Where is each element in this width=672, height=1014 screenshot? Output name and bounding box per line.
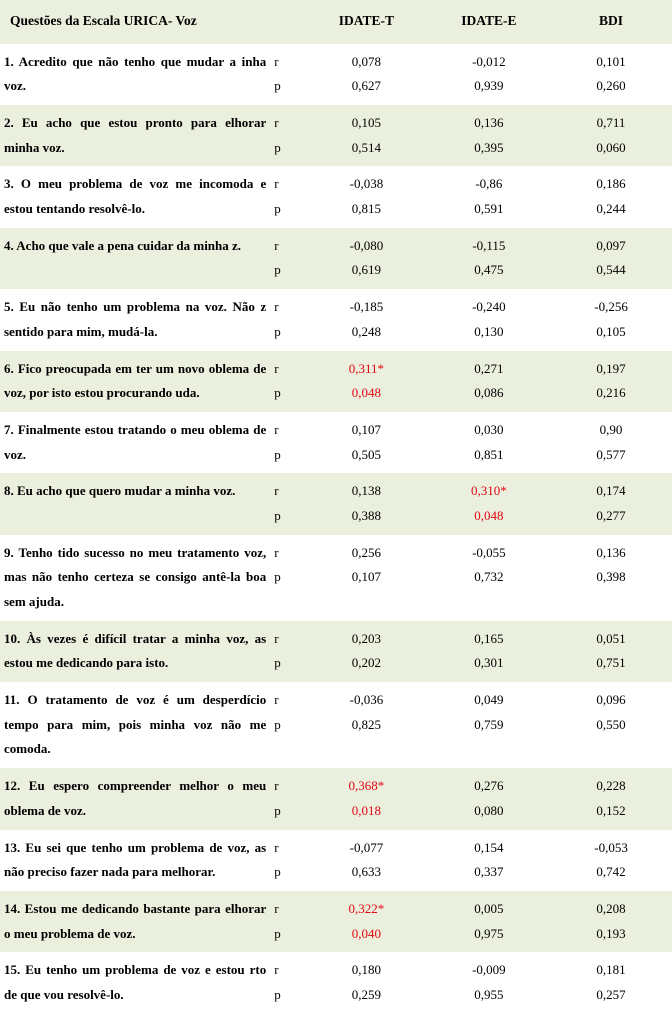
value-cell: -0,0120,939	[428, 44, 550, 105]
value-cell: 0,0300,851	[428, 412, 550, 473]
table-row: 4. Acho que vale a pena cuidar da minha …	[0, 228, 672, 289]
value-cell: -0,860,591	[428, 166, 550, 227]
value-cell: 0,368*0,018	[305, 768, 427, 829]
value-cell: 0,1650,301	[428, 621, 550, 682]
table-header-row: Questões da Escala URICA- Voz IDATE-T ID…	[0, 0, 672, 44]
table-row: 6. Fico preocupada em ter um novo oblema…	[0, 351, 672, 412]
value-cell: 0,322*0,040	[305, 891, 427, 952]
question-cell: 11. O tratamento de voz é um desperdício…	[0, 682, 270, 768]
stat-label-cell: rp	[270, 682, 305, 768]
value-cell: -0,0380,815	[305, 166, 427, 227]
stat-label-cell: rp	[270, 412, 305, 473]
question-cell: 4. Acho que vale a pena cuidar da minha …	[0, 228, 270, 289]
value-cell: 0,0490,759	[428, 682, 550, 768]
header-idate-e: IDATE-E	[428, 0, 550, 44]
value-cell: 0,2280,152	[550, 768, 672, 829]
value-cell: 0,1540,337	[428, 830, 550, 891]
value-cell: 0,0780,627	[305, 44, 427, 105]
question-cell: 14. Estou me dedicando bastante para elh…	[0, 891, 270, 952]
stat-label-cell: rp	[270, 535, 305, 621]
value-cell: -0,2560,105	[550, 289, 672, 350]
table-row: 8. Eu acho que quero mudar a minha voz.r…	[0, 473, 672, 534]
table-row: 1. Acredito que não tenho que mudar a in…	[0, 44, 672, 105]
value-cell: 0,1360,398	[550, 535, 672, 621]
question-cell: 3. O meu problema de voz me incomoda e e…	[0, 166, 270, 227]
value-cell: 0,0050,975	[428, 891, 550, 952]
question-cell: 9. Tenho tido sucesso no meu tratamento …	[0, 535, 270, 621]
table-row: 2. Eu acho que estou pronto para elhorar…	[0, 105, 672, 166]
value-cell: 0,7110,060	[550, 105, 672, 166]
question-cell: 10. Às vezes é difícil tratar a minha vo…	[0, 621, 270, 682]
value-cell: 0,1050,514	[305, 105, 427, 166]
stat-label-cell: rp	[270, 891, 305, 952]
question-cell: 1. Acredito que não tenho que mudar a in…	[0, 44, 270, 105]
value-cell: 0,1010,260	[550, 44, 672, 105]
value-cell: 0,2560,107	[305, 535, 427, 621]
value-cell: -0,1150,475	[428, 228, 550, 289]
value-cell: 0,2710,086	[428, 351, 550, 412]
stat-label-cell: rp	[270, 289, 305, 350]
table-row: 7. Finalmente estou tratando o meu oblem…	[0, 412, 672, 473]
question-cell: 15. Eu tenho um problema de voz e estou …	[0, 952, 270, 1013]
value-cell: 0,1740,277	[550, 473, 672, 534]
table-row: 15. Eu tenho um problema de voz e estou …	[0, 952, 672, 1013]
value-cell: 0,2760,080	[428, 768, 550, 829]
table-row: 12. Eu espero compreender melhor o meu o…	[0, 768, 672, 829]
value-cell: 0,310*0,048	[428, 473, 550, 534]
header-idate-t: IDATE-T	[305, 0, 427, 44]
stat-label-cell: rp	[270, 952, 305, 1013]
stat-label-cell: rp	[270, 621, 305, 682]
value-cell: 0,900,577	[550, 412, 672, 473]
value-cell: -0,0800,619	[305, 228, 427, 289]
value-cell: -0,1850,248	[305, 289, 427, 350]
value-cell: 0,1860,244	[550, 166, 672, 227]
value-cell: -0,0550,732	[428, 535, 550, 621]
stat-label-cell: rp	[270, 44, 305, 105]
table-row: 13. Eu sei que tenho um problema de voz,…	[0, 830, 672, 891]
question-cell: 5. Eu não tenho um problema na voz. Não …	[0, 289, 270, 350]
value-cell: 0,2030,202	[305, 621, 427, 682]
question-cell: 6. Fico preocupada em ter um novo oblema…	[0, 351, 270, 412]
value-cell: 0,311*0,048	[305, 351, 427, 412]
value-cell: 0,1070,505	[305, 412, 427, 473]
stat-label-cell: rp	[270, 105, 305, 166]
stat-label-cell: rp	[270, 768, 305, 829]
table-row: 5. Eu não tenho um problema na voz. Não …	[0, 289, 672, 350]
stat-label-cell: rp	[270, 473, 305, 534]
table-row: 3. O meu problema de voz me incomoda e e…	[0, 166, 672, 227]
question-cell: 8. Eu acho que quero mudar a minha voz.	[0, 473, 270, 534]
value-cell: 0,1360,395	[428, 105, 550, 166]
stat-label-cell: rp	[270, 351, 305, 412]
value-cell: -0,0530,742	[550, 830, 672, 891]
stat-label-cell: rp	[270, 228, 305, 289]
header-bdi: BDI	[550, 0, 672, 44]
value-cell: 0,1800,259	[305, 952, 427, 1013]
value-cell: 0,0970,544	[550, 228, 672, 289]
table-row: 11. O tratamento de voz é um desperdício…	[0, 682, 672, 768]
value-cell: -0,2400,130	[428, 289, 550, 350]
question-cell: 12. Eu espero compreender melhor o meu o…	[0, 768, 270, 829]
value-cell: 0,2080,193	[550, 891, 672, 952]
value-cell: 0,1810,257	[550, 952, 672, 1013]
question-cell: 7. Finalmente estou tratando o meu oblem…	[0, 412, 270, 473]
value-cell: 0,0960,550	[550, 682, 672, 768]
correlation-table: Questões da Escala URICA- Voz IDATE-T ID…	[0, 0, 672, 1014]
table-row: 9. Tenho tido sucesso no meu tratamento …	[0, 535, 672, 621]
stat-label-cell: rp	[270, 166, 305, 227]
value-cell: 0,1380,388	[305, 473, 427, 534]
table-row: 10. Às vezes é difícil tratar a minha vo…	[0, 621, 672, 682]
question-cell: 2. Eu acho que estou pronto para elhorar…	[0, 105, 270, 166]
stat-label-cell: rp	[270, 830, 305, 891]
value-cell: -0,0090,955	[428, 952, 550, 1013]
question-cell: 13. Eu sei que tenho um problema de voz,…	[0, 830, 270, 891]
value-cell: 0,0510,751	[550, 621, 672, 682]
header-question: Questões da Escala URICA- Voz	[0, 0, 305, 44]
table-row: 14. Estou me dedicando bastante para elh…	[0, 891, 672, 952]
value-cell: 0,1970,216	[550, 351, 672, 412]
value-cell: -0,0360,825	[305, 682, 427, 768]
value-cell: -0,0770,633	[305, 830, 427, 891]
